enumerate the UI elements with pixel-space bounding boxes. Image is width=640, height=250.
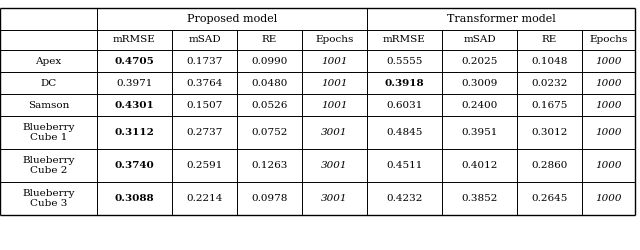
Text: 0.2025: 0.2025 [461, 56, 498, 66]
Text: 1001: 1001 [321, 78, 348, 88]
Text: 1000: 1000 [595, 194, 621, 203]
Text: 0.3009: 0.3009 [461, 78, 498, 88]
Text: mSAD: mSAD [188, 36, 221, 44]
Text: 0.2860: 0.2860 [531, 161, 568, 170]
Text: Blueberry
Cube 3: Blueberry Cube 3 [22, 189, 75, 208]
Text: 0.6031: 0.6031 [387, 100, 422, 110]
Text: 1000: 1000 [595, 56, 621, 66]
Text: 0.2591: 0.2591 [186, 161, 223, 170]
Text: 0.0480: 0.0480 [252, 78, 288, 88]
Text: Blueberry
Cube 1: Blueberry Cube 1 [22, 123, 75, 142]
Text: 3001: 3001 [321, 161, 348, 170]
Text: 0.3740: 0.3740 [115, 161, 154, 170]
Text: mRMSE: mRMSE [113, 36, 156, 44]
Text: 1000: 1000 [595, 128, 621, 137]
Text: Apex: Apex [35, 56, 61, 66]
Text: 1000: 1000 [595, 100, 621, 110]
Text: 0.4232: 0.4232 [387, 194, 422, 203]
Text: 0.0752: 0.0752 [252, 128, 288, 137]
Text: 0.1263: 0.1263 [252, 161, 288, 170]
Text: Epochs: Epochs [316, 36, 354, 44]
Text: 0.2645: 0.2645 [531, 194, 568, 203]
Text: 0.2400: 0.2400 [461, 100, 498, 110]
Text: RE: RE [262, 36, 277, 44]
Text: 0.4705: 0.4705 [115, 56, 154, 66]
Text: 1001: 1001 [321, 56, 348, 66]
Text: 0.3764: 0.3764 [186, 78, 223, 88]
Text: 0.2737: 0.2737 [186, 128, 223, 137]
Text: 0.0978: 0.0978 [252, 194, 288, 203]
Text: 3001: 3001 [321, 128, 348, 137]
Text: 0.4845: 0.4845 [387, 128, 422, 137]
Text: 1000: 1000 [595, 78, 621, 88]
Text: 0.0990: 0.0990 [252, 56, 288, 66]
Text: 0.1507: 0.1507 [186, 100, 223, 110]
Text: 0.1737: 0.1737 [186, 56, 223, 66]
Text: 3001: 3001 [321, 194, 348, 203]
Text: 0.3088: 0.3088 [115, 194, 154, 203]
Text: 0.5555: 0.5555 [387, 56, 422, 66]
Text: Epochs: Epochs [589, 36, 628, 44]
Text: mSAD: mSAD [463, 36, 496, 44]
Text: RE: RE [542, 36, 557, 44]
Text: 0.3852: 0.3852 [461, 194, 498, 203]
Text: 0.3012: 0.3012 [531, 128, 568, 137]
Text: Transformer model: Transformer model [447, 14, 556, 24]
Text: 0.0232: 0.0232 [531, 78, 568, 88]
Text: DC: DC [40, 78, 56, 88]
Text: 0.1048: 0.1048 [531, 56, 568, 66]
Text: 0.4012: 0.4012 [461, 161, 498, 170]
Text: 0.4511: 0.4511 [387, 161, 422, 170]
Text: 0.3918: 0.3918 [385, 78, 424, 88]
Text: Proposed model: Proposed model [187, 14, 277, 24]
Text: 0.2214: 0.2214 [186, 194, 223, 203]
Text: mRMSE: mRMSE [383, 36, 426, 44]
Text: 0.3112: 0.3112 [115, 128, 154, 137]
Text: Samson: Samson [28, 100, 69, 110]
Text: 0.0526: 0.0526 [252, 100, 288, 110]
Text: 0.1675: 0.1675 [531, 100, 568, 110]
Text: 1000: 1000 [595, 161, 621, 170]
Text: 1001: 1001 [321, 100, 348, 110]
Text: Blueberry
Cube 2: Blueberry Cube 2 [22, 156, 75, 175]
Text: 0.3971: 0.3971 [116, 78, 153, 88]
Text: 0.3951: 0.3951 [461, 128, 498, 137]
Text: 0.4301: 0.4301 [115, 100, 154, 110]
